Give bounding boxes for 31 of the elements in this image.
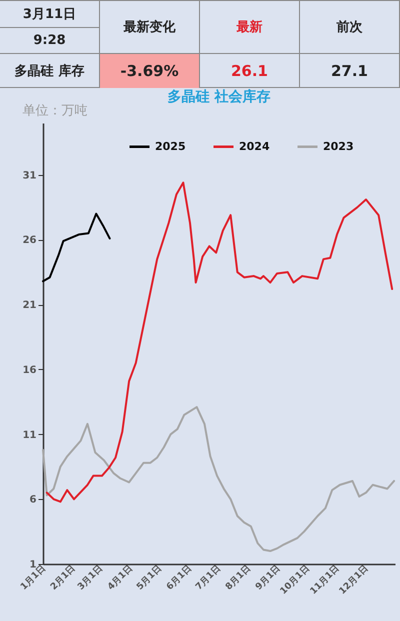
y-tick-label: 1 xyxy=(30,560,37,570)
text: 前次 xyxy=(300,1,400,54)
legend-label: 2024 xyxy=(239,140,270,153)
y-tick-label: 6 xyxy=(30,494,37,506)
line-series xyxy=(46,182,394,503)
text: 27.1 xyxy=(300,54,400,89)
x-tick-label: 3月1日 xyxy=(75,562,105,592)
x-tick-label: 4月1日 xyxy=(105,562,135,592)
y-tick-label: 21 xyxy=(22,300,37,312)
y-tick-label: 31 xyxy=(22,170,37,182)
legend-label: 2023 xyxy=(323,140,354,153)
text: 3月11日 xyxy=(0,1,99,28)
x-tick-label: 6月1日 xyxy=(164,562,194,592)
legend-label: 2025 xyxy=(155,140,186,153)
y-tick-label: 26 xyxy=(22,235,37,246)
line-series xyxy=(42,406,396,552)
x-tick-label: 8月1日 xyxy=(223,562,253,592)
text: 26.1 xyxy=(200,54,300,89)
y-tick-label: 16 xyxy=(22,364,37,376)
text: 最新 xyxy=(200,1,300,54)
line-series xyxy=(42,212,111,282)
text: -3.69% xyxy=(100,54,200,89)
y-axis-title: 单位：万吨 xyxy=(22,104,88,118)
text: 最新变化 xyxy=(100,1,200,54)
x-tick-label: 5月1日 xyxy=(134,562,164,592)
text: 多晶硅 库存 xyxy=(0,54,100,89)
x-tick-label: 7月1日 xyxy=(193,562,223,592)
text: 9:28 xyxy=(32,32,67,50)
y-tick-label: 11 xyxy=(22,430,37,441)
chart-title: 多晶硅 社会库存 xyxy=(168,88,270,105)
x-tick-label: 2月1日 xyxy=(48,562,78,592)
